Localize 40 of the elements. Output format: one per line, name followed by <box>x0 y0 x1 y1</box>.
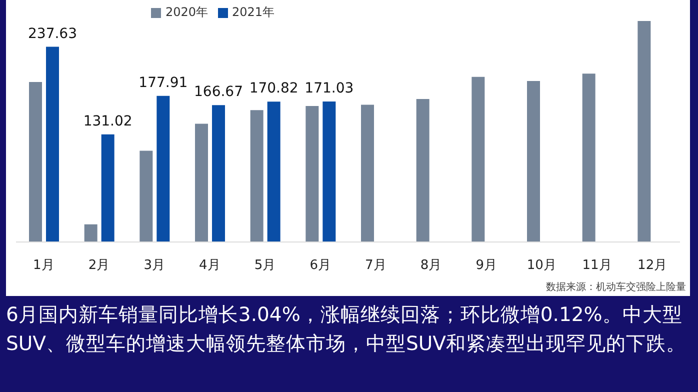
bar <box>267 102 280 242</box>
x-tick-label: 3月 <box>144 258 165 274</box>
x-tick-label: 6月 <box>310 258 331 274</box>
source-note: 数据来源：机动车交强险上险量 <box>546 280 686 294</box>
data-label: 131.02 <box>83 113 132 130</box>
bar <box>527 80 540 242</box>
bar <box>156 96 170 242</box>
legend-label: 2021年 <box>232 5 275 19</box>
bar <box>29 82 42 242</box>
bar <box>638 21 651 242</box>
bar <box>195 124 208 242</box>
bar <box>84 224 98 242</box>
x-tick-label: 9月 <box>476 258 497 274</box>
data-label: 177.91 <box>138 74 188 91</box>
bar <box>140 150 153 242</box>
bar <box>361 104 374 242</box>
bar <box>306 106 319 242</box>
data-label: 166.67 <box>194 84 243 100</box>
bar <box>250 110 264 242</box>
bar <box>582 74 596 242</box>
legend-label: 2020年 <box>165 5 208 19</box>
x-tick-label: 5月 <box>254 258 276 274</box>
data-label: 171.03 <box>304 80 354 96</box>
x-tick-label: 2月 <box>88 258 110 274</box>
x-tick-label: 12月 <box>638 258 668 274</box>
bar <box>101 134 114 242</box>
x-tick-label: 11月 <box>582 258 612 274</box>
bar <box>322 101 336 242</box>
bar <box>416 99 430 242</box>
text: 6月国内新车销量同比增长3.04%，涨幅继续回落；环比微增0.12%。中大型SUV、微型车的增速大幅领先整体市场，中型SUV和紧凑型出现罕见的下跌。 <box>6 302 687 357</box>
x-tick-label: 7月 <box>365 258 386 274</box>
x-tick-label: 4月 <box>199 258 220 274</box>
data-label: 170.82 <box>249 80 298 97</box>
data-label: 237.63 <box>28 26 77 42</box>
x-tick-label: 8月 <box>420 258 442 274</box>
bar <box>212 105 225 242</box>
bar <box>46 46 59 242</box>
x-tick-label: 10月 <box>526 258 556 274</box>
bar <box>472 76 485 242</box>
x-tick-label: 1月 <box>33 258 54 274</box>
